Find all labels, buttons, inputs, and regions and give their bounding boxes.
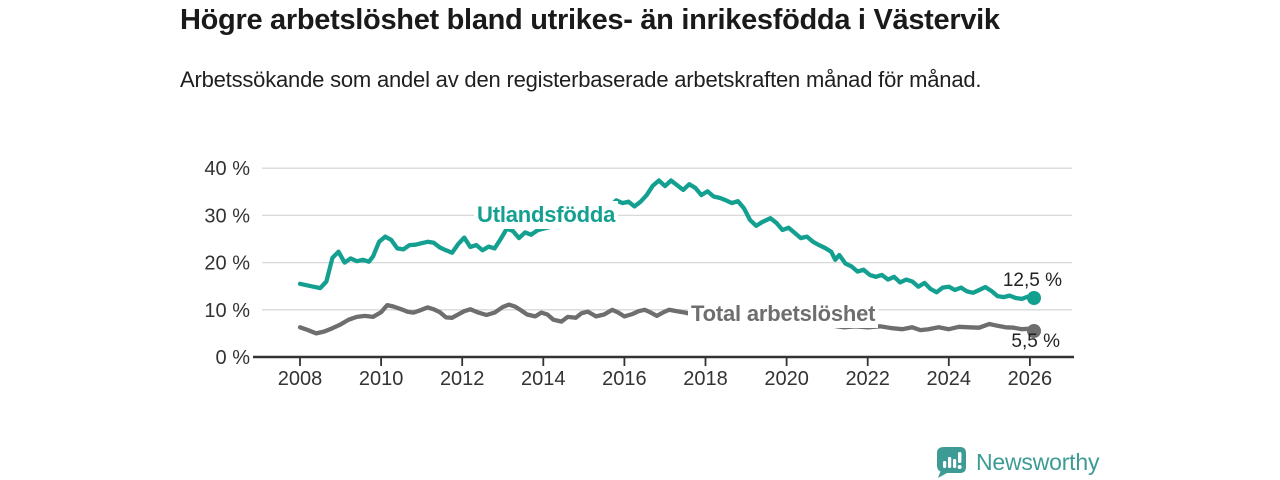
series-label-total-arbetsloshet: Total arbetslöshet bbox=[688, 300, 879, 328]
y-tick-label: 10 % bbox=[204, 300, 250, 322]
x-tick-label: 2016 bbox=[602, 368, 647, 390]
chart-subtitle: Arbetssökande som andel av den registerb… bbox=[180, 67, 982, 92]
x-tick-label: 2026 bbox=[1008, 368, 1053, 390]
x-tick-label: 2010 bbox=[359, 368, 404, 390]
y-tick-label: 20 % bbox=[204, 253, 250, 275]
x-tick-label: 2012 bbox=[440, 368, 485, 390]
series-line-total-arbetsl-shet bbox=[297, 302, 1037, 336]
end-value-label-total: 5,5 % bbox=[1011, 331, 1060, 352]
x-tick-label: 2008 bbox=[278, 368, 323, 390]
x-tick-label: 2014 bbox=[521, 368, 566, 390]
y-tick-label: 0 % bbox=[216, 347, 251, 369]
newsworthy-logo-text: Newsworthy bbox=[976, 448, 1100, 475]
x-tick-label: 2022 bbox=[845, 368, 890, 390]
x-tick-label: 2020 bbox=[764, 368, 809, 390]
y-tick-label: 40 % bbox=[204, 158, 250, 180]
x-tick-label: 2024 bbox=[927, 368, 972, 390]
series-label-utlandsfodda: Utlandsfödda bbox=[474, 201, 619, 229]
chart-title: Högre arbetslöshet bland utrikes- än inr… bbox=[180, 4, 1000, 36]
newsworthy-logo: Newsworthy bbox=[936, 446, 1099, 478]
end-value-label-utlandsfodda: 12,5 % bbox=[1002, 270, 1062, 291]
series-endpoint-dot bbox=[1027, 291, 1041, 305]
series-endpoint-dot bbox=[1027, 324, 1041, 338]
series-line-utlandsf-dda bbox=[297, 178, 1037, 302]
x-tick-label: 2018 bbox=[683, 368, 728, 390]
y-tick-label: 30 % bbox=[204, 205, 250, 227]
newsworthy-logo-icon bbox=[937, 447, 966, 478]
